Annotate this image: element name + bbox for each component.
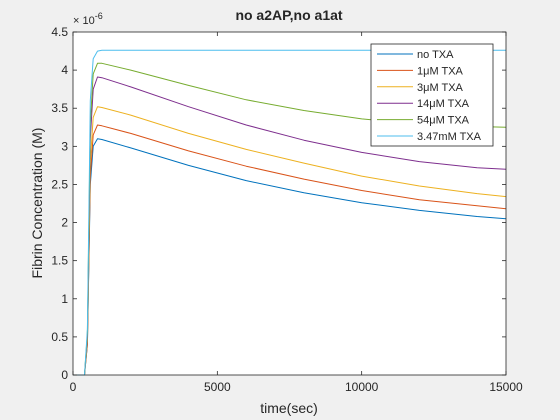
chart-title: no a2AP,no a1at bbox=[235, 7, 342, 23]
y-tick-label: 3 bbox=[61, 139, 68, 153]
y-tick-label: 4 bbox=[61, 63, 68, 77]
x-tick-label: 0 bbox=[70, 380, 77, 394]
y-tick-label: 2 bbox=[61, 216, 68, 230]
x-tick-label: 5000 bbox=[204, 380, 231, 394]
legend-label: 54μM TXA bbox=[417, 115, 470, 127]
legend-label: 1μM TXA bbox=[417, 65, 464, 77]
legend-label: 3.47mM TXA bbox=[417, 131, 482, 143]
y-tick-label: 1 bbox=[61, 292, 68, 306]
y-multiplier-base: × 10 bbox=[73, 15, 95, 27]
legend-box bbox=[370, 43, 494, 147]
y-tick-label: 2.5 bbox=[51, 177, 68, 191]
legend-label: no TXA bbox=[417, 49, 454, 61]
x-tick-label: 15000 bbox=[489, 380, 523, 394]
y-axis: 0 0.5 1 1.5 2 2.5 3 3.5 4 4.5 bbox=[51, 25, 506, 382]
y-tick-label: 1.5 bbox=[51, 254, 68, 268]
x-axis: 0 5000 10000 15000 bbox=[70, 32, 523, 394]
legend: no TXA 1μM TXA 3μM TXA 14μM TXA 54μM TXA 3.47… bbox=[370, 43, 494, 147]
y-tick-label: 4.5 bbox=[51, 25, 68, 39]
x-tick-label: 10000 bbox=[345, 380, 379, 394]
y-tick-label: 3.5 bbox=[51, 101, 68, 115]
y-tick-label: 0.5 bbox=[51, 330, 68, 344]
legend-label: 14μM TXA bbox=[417, 98, 470, 110]
y-tick-label: 0 bbox=[61, 368, 68, 382]
y-axis-label: Fibrin Concentration (M) bbox=[29, 128, 45, 279]
axes-box bbox=[72, 31, 507, 376]
legend-label: 3μM TXA bbox=[417, 82, 464, 94]
x-axis-label: time(sec) bbox=[260, 400, 318, 416]
y-multiplier: × 10-6 bbox=[73, 11, 103, 27]
y-multiplier-exponent: -6 bbox=[95, 11, 103, 21]
